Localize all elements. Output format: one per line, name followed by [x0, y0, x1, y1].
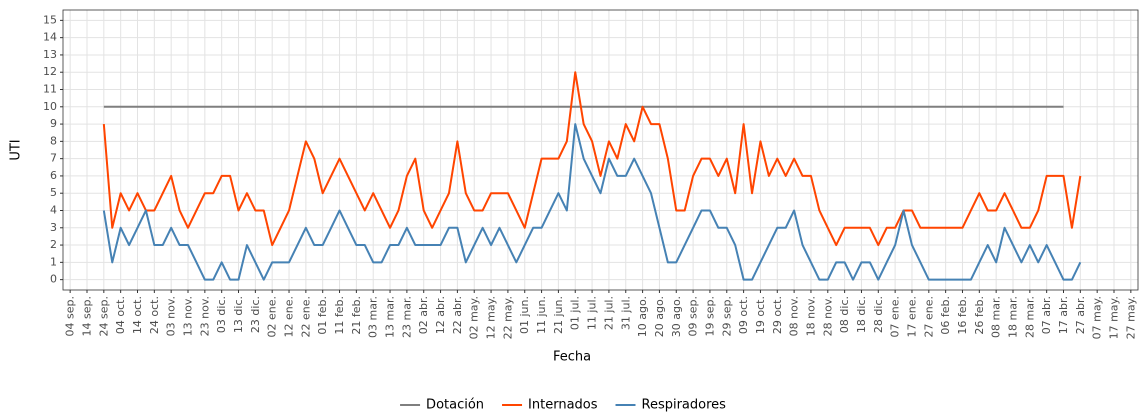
legend-item: Respiradores: [615, 398, 727, 413]
x-tick-label: 17 ene.: [905, 296, 918, 338]
y-tick-label: 1: [50, 255, 57, 268]
x-tick-label: 23 dic.: [249, 296, 262, 333]
x-tick-label: 11 jun.: [535, 296, 548, 334]
x-tick-label: 13 nov.: [182, 296, 195, 336]
x-tick-label: 02 may.: [468, 296, 481, 339]
x-tick-label: 28 nov.: [821, 296, 834, 336]
panel-border: [62, 9, 1139, 291]
y-axis-title: UTI: [9, 139, 24, 160]
x-tick-label: 23 mar.: [400, 296, 413, 338]
x-tick-label: 27 abr.: [1074, 296, 1087, 334]
x-tick-label: 01 feb.: [316, 296, 329, 335]
x-tick-label: 14 sep.: [80, 296, 93, 336]
y-tick-label: 8: [50, 134, 57, 147]
x-tick-label: 22 may.: [501, 296, 514, 339]
x-tick-label: 03 mar.: [367, 296, 380, 338]
x-tick-label: 24 sep.: [97, 296, 110, 336]
x-axis-title: Fecha: [553, 350, 591, 365]
x-tick-label: 07 ene.: [889, 296, 902, 338]
series-line: [102, 71, 1082, 247]
x-tick-label: 21 jun.: [552, 296, 565, 334]
x-tick-label: 02 ene.: [266, 296, 279, 338]
x-tick-label: 03 dic.: [215, 296, 228, 333]
x-tick-label: 16 feb.: [956, 296, 969, 335]
lines: [102, 71, 1082, 281]
y-tick-label: 0: [50, 273, 57, 286]
legend-label: Respiradores: [642, 398, 727, 413]
x-tick-label: 22 abr.: [451, 296, 464, 334]
series-line: [102, 123, 1082, 281]
x-tick-label: 03 nov.: [165, 296, 178, 336]
x-tick-label: 12 may.: [485, 296, 498, 339]
x-tick-label: 31 jul.: [619, 296, 632, 330]
x-tick-label: 09 oct.: [737, 296, 750, 334]
legend-label: Internados: [528, 398, 598, 413]
y-tick-label: 6: [50, 169, 57, 182]
x-tick-label: 28 mar.: [1023, 296, 1036, 338]
y-tick-label: 7: [50, 152, 57, 165]
x-tick-label: 28 dic.: [872, 296, 885, 333]
x-tick-label: 30 ago.: [670, 296, 683, 337]
x-tick-label: 18 mar.: [1006, 296, 1019, 338]
x-tick-label: 20 ago.: [653, 296, 666, 337]
y-tick-label: 11: [43, 83, 57, 96]
x-tick-label: 12 ene.: [283, 296, 296, 338]
x-tick-label: 22 ene.: [299, 296, 312, 338]
x-tick-label: 14 oct.: [131, 296, 144, 334]
x-tick-label: 29 oct.: [771, 296, 784, 334]
x-tick-label: 02 abr.: [417, 296, 430, 334]
x-tick-label: 08 dic.: [838, 296, 851, 333]
legend-label: Dotación: [426, 398, 484, 413]
y-tick-label: 9: [50, 117, 57, 130]
x-tick-label: 08 mar.: [990, 296, 1003, 338]
y-tick-label: 13: [43, 48, 57, 61]
legend-item: Dotación: [400, 398, 484, 413]
x-tick-label: 24 oct.: [148, 296, 161, 334]
x-tick-label: 07 abr.: [1040, 296, 1053, 334]
x-tick-label: 13 dic.: [232, 296, 245, 333]
y-tick-label: 12: [43, 65, 57, 78]
x-tick-label: 17 may.: [1108, 296, 1121, 339]
x-tick-label: 19 sep.: [703, 296, 716, 336]
y-tick-label: 15: [43, 13, 57, 26]
x-tick-label: 04 sep.: [64, 296, 77, 336]
x-tick-label: 10 ago.: [636, 296, 649, 337]
x-tick-label: 04 oct.: [114, 296, 127, 334]
x-tick-label: 01 jul.: [569, 296, 582, 330]
x-tick-label: 06 feb.: [939, 296, 952, 335]
x-tick-label: 26 feb.: [973, 296, 986, 335]
x-tick-label: 18 dic.: [855, 296, 868, 333]
y-tick-label: 3: [50, 221, 57, 234]
y-tick-label: 14: [43, 31, 57, 44]
x-tick-label: 27 ene.: [922, 296, 935, 338]
x-tick-label: 17 abr.: [1057, 296, 1070, 334]
x-tick-label: 07 may.: [1091, 296, 1104, 339]
y-tick-label: 2: [50, 238, 57, 251]
x-tick-label: 13 mar.: [384, 296, 397, 338]
y-tick-label: 5: [50, 186, 57, 199]
x-tick-label: 23 nov.: [198, 296, 211, 336]
x-tick-label: 21 jul.: [602, 296, 615, 330]
y-tick-label: 10: [43, 100, 57, 113]
x-tick-label: 11 feb.: [333, 296, 346, 335]
x-tick-label: 21 feb.: [350, 296, 363, 335]
x-tick-label: 09 sep.: [687, 296, 700, 336]
x-tick-label: 27 may.: [1124, 296, 1137, 339]
x-tick-label: 12 abr.: [434, 296, 447, 334]
x-tick-label: 29 sep.: [720, 296, 733, 336]
x-tick-label: 01 jun.: [518, 296, 531, 334]
x-tick-label: 08 nov.: [788, 296, 801, 336]
legend-item: Internados: [502, 398, 598, 413]
y-tick-label: 4: [50, 203, 57, 216]
x-tick-label: 11 jul.: [586, 296, 599, 330]
x-tick-label: 19 oct.: [754, 296, 767, 334]
x-tick-label: 18 nov.: [804, 296, 817, 336]
